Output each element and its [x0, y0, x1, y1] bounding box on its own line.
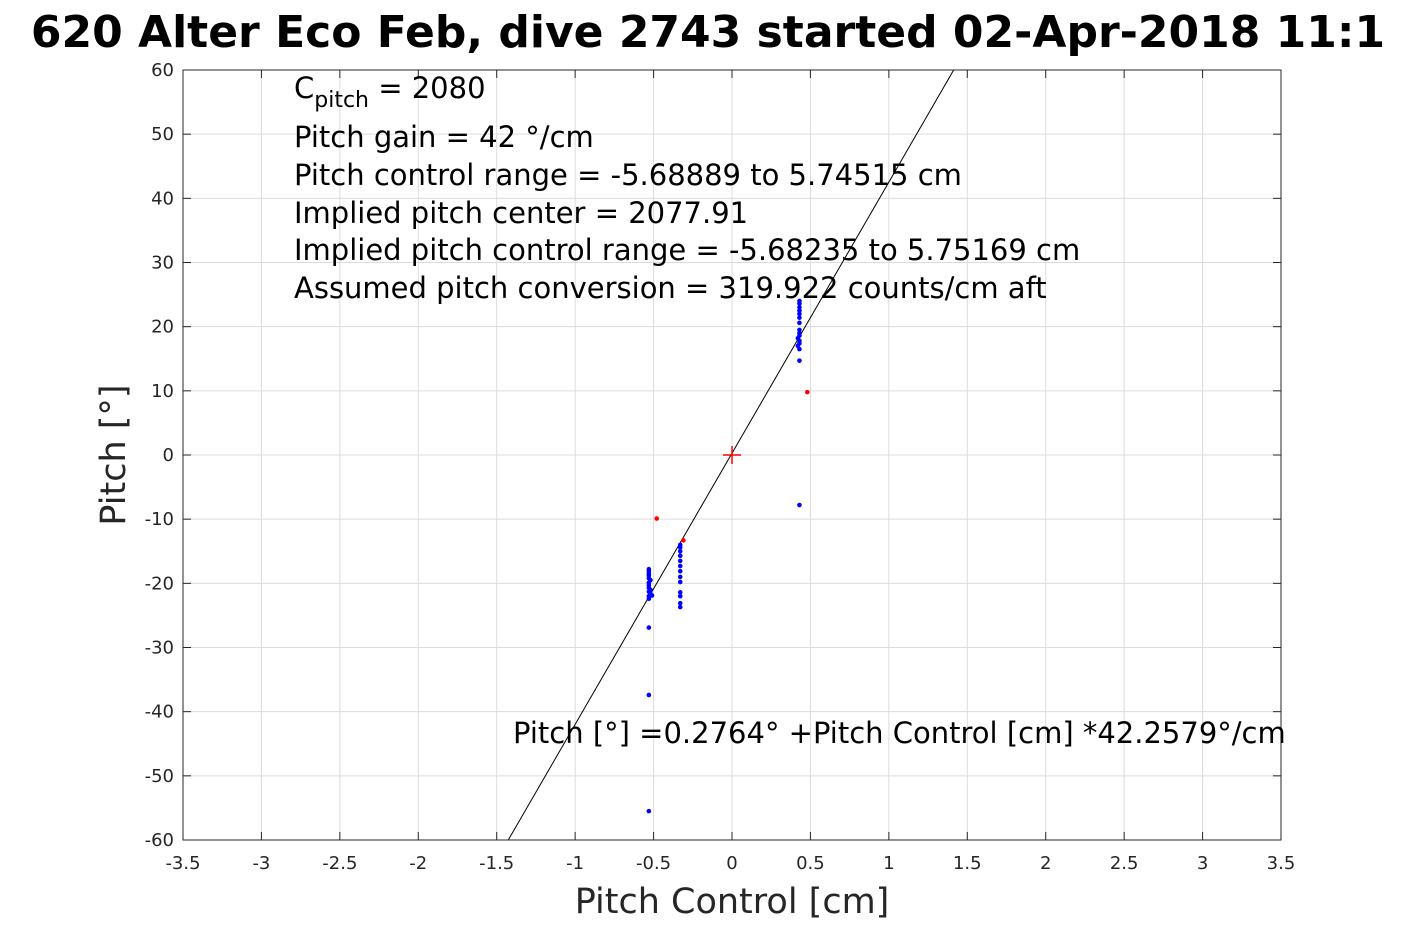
data-point — [677, 590, 683, 595]
c-pitch-annotation: Cpitch = 2080 — [294, 71, 486, 113]
axis-ticks: -3.5 -3 -2.5 -2 -1.5 -1 -0.5 0 0.5 1 1.5 2 2.5 3 3.5 -6… — [145, 60, 1296, 874]
y-tick-label: 50 — [151, 124, 174, 145]
data-point — [804, 389, 810, 395]
x-tick-label: -2.5 — [322, 853, 357, 874]
y-tick-label: 0 — [163, 445, 174, 466]
data-point — [797, 298, 802, 304]
data-point — [681, 538, 686, 543]
data-point — [797, 327, 802, 333]
data-point — [797, 311, 802, 317]
data-point — [677, 574, 683, 580]
data-point — [677, 558, 683, 564]
center-marker-layer — [723, 446, 741, 464]
data-point — [654, 516, 660, 521]
x-tick-label: 1.5 — [953, 853, 982, 874]
data-point — [677, 579, 683, 585]
y-tick-label: 40 — [151, 188, 174, 209]
x-tick-label: 2 — [1040, 853, 1051, 874]
data-point — [797, 315, 802, 320]
x-tick-label: -1.5 — [479, 853, 514, 874]
y-tick-label: 20 — [151, 317, 174, 338]
x-tick-label: -3.5 — [165, 853, 200, 874]
data-point — [677, 604, 683, 610]
y-tick-label: -30 — [145, 638, 174, 659]
data-point — [797, 358, 802, 363]
data-point — [677, 553, 683, 559]
c-pitch-value: = 2080 — [369, 71, 486, 105]
data-point — [677, 600, 683, 606]
y-tick-label: -40 — [145, 702, 174, 723]
c-pitch-subscript: pitch — [314, 88, 369, 113]
x-tick-label: -0.5 — [636, 853, 671, 874]
x-axis-label: Pitch Control [cm] — [575, 882, 890, 922]
annotation-pitch-conversion: Assumed pitch conversion = 319.922 count… — [294, 271, 1047, 305]
y-tick-label: 60 — [151, 60, 174, 81]
y-tick-label: -60 — [145, 830, 174, 851]
x-tick-label: 0 — [726, 853, 737, 874]
x-tick-label: 3 — [1197, 853, 1208, 874]
data-point — [646, 808, 652, 814]
c-pitch-symbol: C — [294, 71, 314, 105]
data-point — [649, 593, 655, 598]
y-tick-label: 30 — [151, 253, 174, 274]
data-point — [677, 568, 683, 574]
data-points — [646, 298, 810, 814]
x-tick-label: 2.5 — [1110, 853, 1139, 874]
y-tick-label: -20 — [145, 573, 174, 594]
data-point — [677, 593, 683, 599]
x-tick-label: 1 — [883, 853, 894, 874]
y-axis-label: Pitch [°] — [94, 384, 134, 525]
data-point — [797, 308, 802, 313]
data-point — [646, 692, 652, 698]
data-point — [646, 625, 652, 630]
data-point — [797, 502, 802, 508]
data-point — [797, 330, 802, 336]
x-tick-label: -3 — [252, 853, 270, 874]
data-point — [646, 566, 652, 572]
annotation-pitch-control-range: Pitch control range = -5.68889 to 5.7451… — [294, 158, 962, 192]
x-tick-label: -2 — [409, 853, 427, 874]
x-tick-label: -1 — [566, 853, 584, 874]
data-point — [677, 542, 683, 548]
annotation-implied-pitch-center: Implied pitch center = 2077.91 — [294, 196, 748, 230]
annotation-pitch-gain: Pitch gain = 42 °/cm — [294, 120, 594, 154]
x-tick-label: 0.5 — [796, 853, 825, 874]
data-point — [677, 548, 683, 554]
data-point — [797, 320, 802, 326]
data-point — [677, 563, 683, 569]
fit-equation-label: Pitch [°] =0.2764° +Pitch Control [cm] *… — [513, 716, 1286, 750]
y-tick-label: -50 — [145, 766, 174, 787]
x-tick-label: 3.5 — [1267, 853, 1296, 874]
y-tick-label: -10 — [145, 509, 174, 530]
data-point — [797, 305, 802, 310]
annotation-implied-pitch-control-range: Implied pitch control range = -5.68235 t… — [294, 233, 1080, 267]
y-tick-label: 10 — [151, 381, 174, 402]
chart-title: 620 Alter Eco Feb, dive 2743 started 02-… — [31, 7, 1385, 58]
